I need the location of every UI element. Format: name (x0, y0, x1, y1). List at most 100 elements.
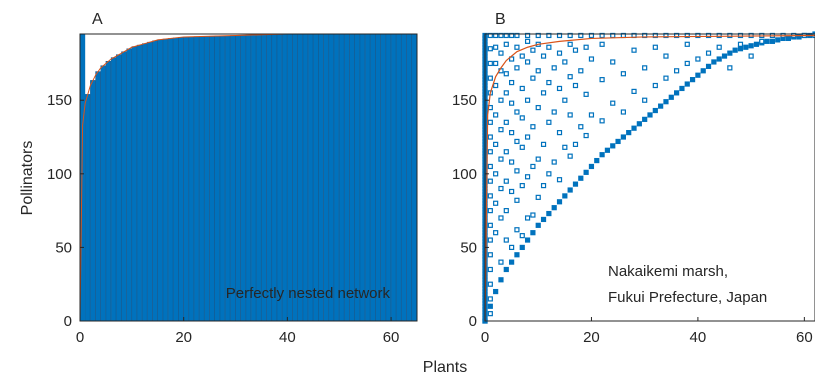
panel-b-diagonal-point (519, 244, 525, 251)
panel-b-diagonal-point (626, 130, 632, 136)
panel-a-matrix-column (230, 35, 236, 322)
panel-b-top-band-point (716, 32, 722, 39)
panel-b-diagonal-point (604, 147, 611, 153)
panel-a-matrix-column (100, 65, 106, 322)
panel-a-matrix-column (199, 36, 205, 322)
panel-a-matrix-column (157, 39, 163, 322)
panel-b-diagonal-point (524, 237, 531, 243)
panel-b-interaction-point (572, 141, 579, 147)
panel-b-diagonal-point (753, 41, 760, 47)
panel-a-matrix-column (406, 33, 412, 322)
panel-b-top-band-point (567, 32, 573, 39)
panel-b-interaction-point (530, 47, 536, 53)
panel-b-top-band-point (737, 32, 744, 39)
panel-b-interaction-point (524, 38, 531, 44)
panel-a-matrix-column (261, 34, 267, 322)
panel-b-top-band-point (727, 32, 733, 39)
panel-b-interaction-point (551, 109, 557, 115)
panel-b-interaction-point (588, 56, 595, 62)
panel-b-interaction-point (493, 171, 499, 177)
panel-b-interaction-point (599, 118, 605, 124)
panel-b-interaction-point (546, 79, 552, 86)
panel-b-interaction-point (530, 212, 536, 218)
panel-a-matrix-column (167, 38, 174, 322)
panel-b-interaction-point (524, 134, 531, 140)
panel-b-interaction-point (498, 156, 504, 162)
panel-b-interaction-point (716, 44, 722, 50)
panel-a-matrix-column (411, 33, 417, 322)
panel-b-diagonal-point (700, 68, 706, 74)
panel-a-matrix-column (401, 33, 407, 322)
panel-a-matrix-column (276, 34, 283, 322)
panel-b-interaction-point (509, 79, 515, 86)
panel-b-diagonal-point (705, 63, 712, 69)
panel-b-interaction-point (487, 296, 493, 302)
panel-a-matrix-column (90, 80, 96, 322)
panel-b-top-band-point (546, 32, 552, 39)
panel-b-diagonal-point (663, 99, 669, 105)
panel-b-top-band-point (599, 32, 605, 39)
panel-b-interaction-point (514, 109, 520, 115)
panel-a-matrix-column (266, 34, 272, 322)
panel-b-top-band-point (509, 32, 515, 39)
panel-b-top-band-point (578, 32, 584, 39)
panel-a-matrix-column (328, 33, 334, 322)
panel-b-diagonal-point (674, 90, 680, 96)
panel-b-interaction-point (631, 88, 637, 95)
panel-b-interaction-point (493, 230, 499, 236)
panel-b-interaction-point (493, 112, 499, 118)
panel-b-top-band-point (503, 32, 509, 39)
panel-b-interaction-point (551, 159, 557, 165)
panel-b-interaction-point (493, 82, 499, 89)
panel-b-interaction-point (487, 222, 493, 228)
panel-b-interaction-point (737, 41, 744, 47)
panel-b-diagonal-point (711, 59, 717, 65)
panel-a-matrix-column (359, 33, 366, 322)
panel-b-interaction-point (509, 100, 515, 106)
panel-a-matrix-column (297, 33, 303, 322)
panel-b-interaction-point (546, 171, 552, 177)
panel-b-y-ticks: 0 50 100 150 (452, 92, 489, 330)
panel-a-matrix-column (147, 41, 153, 322)
panel-b-interaction-point (524, 174, 531, 180)
panel-a-matrix-column (333, 33, 340, 322)
panel-b-interaction-point (509, 130, 515, 136)
panel-b-interaction-point (487, 281, 493, 287)
panel-b-diagonal-point (737, 46, 744, 52)
panel-b-interaction-point (546, 44, 552, 50)
panel-b-interaction-point (519, 233, 525, 239)
panel-b-interaction-point (663, 53, 669, 59)
panel-b-interaction-point (503, 119, 509, 125)
panel-a-x-ticks: 0 20 40 60 (76, 317, 399, 346)
panel-b-interaction-point (530, 124, 536, 130)
panel-b-diagonal-point (546, 210, 552, 217)
panel-a-axes-box (79, 33, 418, 322)
panel-b-x-tick-label: 0 (481, 329, 489, 346)
panel-b-interaction-point (583, 91, 589, 97)
panel-a-matrix-column (344, 33, 350, 322)
panel-b-diagonal-point (775, 37, 781, 43)
panel-b-interaction-point (562, 144, 568, 150)
panel-b-interaction-point (503, 237, 509, 243)
panel-b-diagonal-point (796, 34, 802, 40)
panel-a-annotation: Perfectly nested network (226, 285, 391, 302)
panel-b-interaction-point (567, 153, 573, 159)
panel-a-matrix-column (162, 38, 169, 322)
panel-a-matrix-column (95, 71, 101, 322)
panel-b-diagonal-point (556, 199, 563, 205)
panel-a-matrix-column (224, 35, 231, 322)
panel-a-matrix-column (396, 33, 402, 322)
panel-b-x-tick-label: 40 (690, 329, 707, 346)
panel-b-interaction-point (487, 208, 493, 214)
panel-b-x-tick-label: 20 (583, 329, 600, 346)
panel-a-matrix-column (390, 33, 397, 322)
panel-a-matrix-column (121, 51, 127, 322)
panel-a-x-tick-label: 20 (175, 329, 192, 346)
panel-a-matrix-column (375, 33, 381, 322)
panel-a-matrix-column (302, 33, 309, 322)
panel-b-diagonal-point (743, 44, 749, 50)
panel-a-matrix-column (307, 33, 314, 322)
panel-b-interaction-point (535, 156, 541, 162)
panel-b-interaction-point (514, 44, 520, 50)
panel-b-top-band-point (524, 32, 531, 39)
